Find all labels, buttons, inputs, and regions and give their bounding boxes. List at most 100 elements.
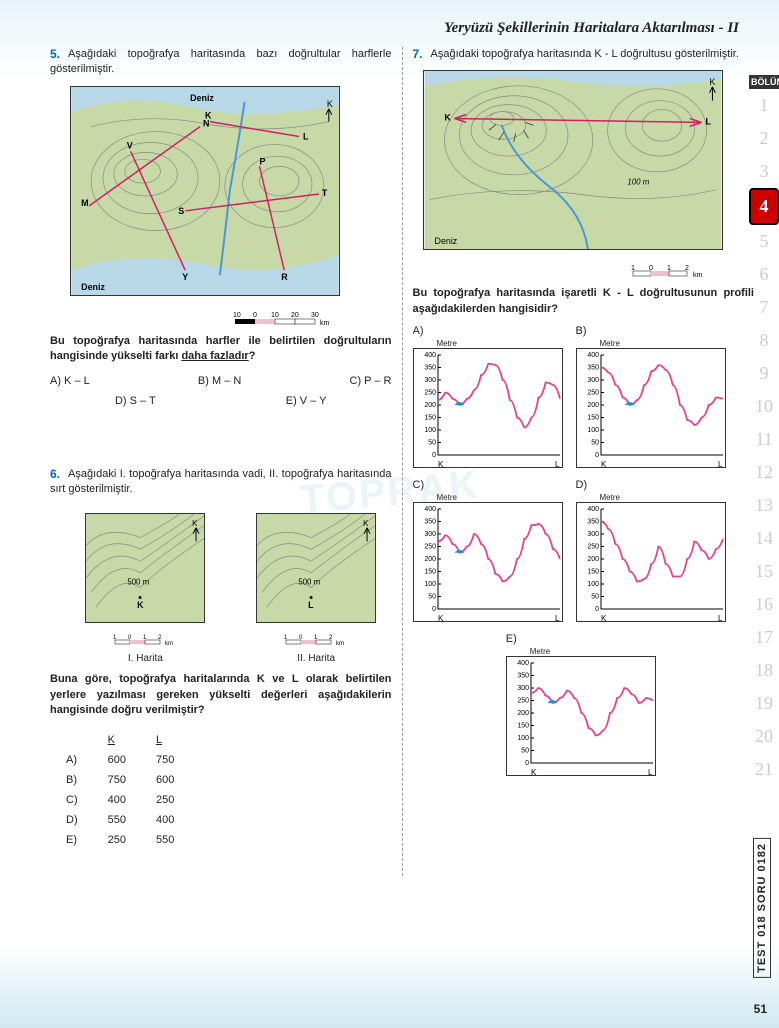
sidebar-header: BÖLÜM [749,75,779,89]
svg-text:200: 200 [517,710,529,717]
q6-opt-b[interactable]: B)750600 [52,771,188,789]
chapter-sidebar: BÖLÜM 123456789101112131415161718192021 [749,75,779,786]
svg-text:Deniz: Deniz [81,282,105,292]
sidebar-chapter-12[interactable]: 12 [749,456,779,489]
right-column: 7. Aşağıdaki topoğrafya haritasında K - … [403,47,765,876]
svg-text:400: 400 [587,352,599,359]
svg-text:100 m: 100 m [627,178,649,187]
sidebar-chapter-10[interactable]: 10 [749,390,779,423]
svg-text:km: km [165,641,173,647]
main-content: 5. Aşağıdaki topoğrafya haritasında bazı… [0,47,779,876]
svg-text:0: 0 [525,760,529,767]
svg-text:km: km [320,320,330,327]
q6-map2: 500 m L K 1 0 1 [241,505,392,664]
q6-opt-a[interactable]: A)600750 [52,751,188,769]
left-column: 5. Aşağıdaki topoğrafya haritasında bazı… [40,47,403,876]
q7-profile-D[interactable]: D)Metre050100150200250300350400KL [576,479,731,625]
q5-opt-c[interactable]: C) P – R [350,375,392,387]
sidebar-chapter-13[interactable]: 13 [749,489,779,522]
svg-text:500 m: 500 m [298,578,320,587]
svg-text:km: km [336,641,344,647]
q5-number: 5. [50,47,60,61]
sidebar-chapter-6[interactable]: 6 [749,258,779,291]
svg-text:S: S [178,206,184,216]
q5-map: K L M N V Y S T P R Deniz Deniz K [70,86,340,296]
svg-text:100: 100 [424,427,436,434]
svg-text:T: T [322,188,328,198]
svg-text:200: 200 [424,556,436,563]
svg-text:10: 10 [271,312,279,319]
svg-text:K: K [444,113,451,123]
sidebar-chapter-19[interactable]: 19 [749,687,779,720]
q5-scale: 10 0 10 20 30 km [70,311,340,331]
svg-text:400: 400 [424,352,436,359]
svg-text:50: 50 [591,594,599,601]
svg-text:V: V [127,140,133,150]
q7-profile-C[interactable]: C)Metre050100150200250300350400KL [413,479,568,625]
q6-opt-e[interactable]: E)250550 [52,831,188,849]
sidebar-chapter-3[interactable]: 3 [749,155,779,188]
svg-text:Y: Y [182,272,188,282]
q7-scale: 1 0 1 2 km [423,265,723,283]
q5-opt-b[interactable]: B) M – N [198,375,241,387]
q7-profile-E[interactable]: E)Metre050100150200250300350400KL [506,633,661,779]
svg-text:30: 30 [311,312,319,319]
sidebar-chapter-18[interactable]: 18 [749,654,779,687]
sidebar-chapter-17[interactable]: 17 [749,621,779,654]
svg-text:Deniz: Deniz [434,236,457,246]
svg-text:K: K [601,614,607,622]
sidebar-chapter-11[interactable]: 11 [749,423,779,456]
svg-text:150: 150 [424,415,436,422]
q6-maps: 500 m K K 1 0 1 [70,505,392,664]
sidebar-chapter-16[interactable]: 16 [749,588,779,621]
svg-text:0: 0 [432,452,436,459]
svg-text:350: 350 [517,673,529,680]
q6-opt-d[interactable]: D)550400 [52,811,188,829]
q6-text: Aşağıdaki I. topoğrafya haritasında vadi… [50,467,392,498]
svg-text:50: 50 [521,748,529,755]
question-5: 5. Aşağıdaki topoğrafya haritasında bazı… [50,47,392,407]
q6-opt-c[interactable]: C)400250 [52,791,188,809]
svg-text:km: km [693,272,703,279]
sidebar-chapter-5[interactable]: 5 [749,225,779,258]
sidebar-chapter-15[interactable]: 15 [749,555,779,588]
q7-profiles: A)Metre050100150200250300350400KLB)Metre… [413,325,755,779]
svg-text:250: 250 [587,544,599,551]
sidebar-chapter-1[interactable]: 1 [749,89,779,122]
sidebar-chapter-14[interactable]: 14 [749,522,779,555]
svg-text:L: L [303,131,309,141]
sidebar-chapter-7[interactable]: 7 [749,291,779,324]
sidebar-chapter-8[interactable]: 8 [749,324,779,357]
svg-text:300: 300 [587,377,599,384]
page-title: Yeryüzü Şekillerinin Haritalara Aktarılm… [0,0,779,47]
svg-text:100: 100 [587,581,599,588]
q5-opt-a[interactable]: A) K – L [50,375,90,387]
svg-text:300: 300 [587,531,599,538]
q7-map: K L 100 m Deniz K [423,70,723,250]
q7-number: 7. [413,47,423,61]
sidebar-chapter-9[interactable]: 9 [749,357,779,390]
svg-text:0: 0 [432,606,436,613]
test-label: TEST 018 SORU 0182 [753,838,771,978]
q7-profile-A[interactable]: A)Metre050100150200250300350400KL [413,325,568,471]
svg-text:100: 100 [517,735,529,742]
q5-prompt: Bu topoğrafya haritasında harfler ile be… [50,334,392,365]
q5-opt-e[interactable]: E) V – Y [286,395,327,407]
svg-text:200: 200 [587,402,599,409]
sidebar-chapter-20[interactable]: 20 [749,720,779,753]
svg-text:500 m: 500 m [128,578,150,587]
sidebar-chapter-21[interactable]: 21 [749,753,779,786]
svg-text:200: 200 [424,402,436,409]
svg-text:K: K [438,614,444,622]
svg-text:Deniz: Deniz [190,93,214,103]
q7-text: Aşağıdaki topoğrafya haritasında K - L d… [413,47,755,62]
svg-text:200: 200 [587,556,599,563]
sidebar-chapter-4[interactable]: 4 [749,188,779,225]
q7-profile-B[interactable]: B)Metre050100150200250300350400KL [576,325,731,471]
q5-opt-d[interactable]: D) S – T [115,395,156,407]
svg-text:50: 50 [428,594,436,601]
sidebar-chapter-2[interactable]: 2 [749,122,779,155]
svg-text:300: 300 [424,377,436,384]
svg-text:N: N [203,118,209,128]
svg-text:150: 150 [424,569,436,576]
